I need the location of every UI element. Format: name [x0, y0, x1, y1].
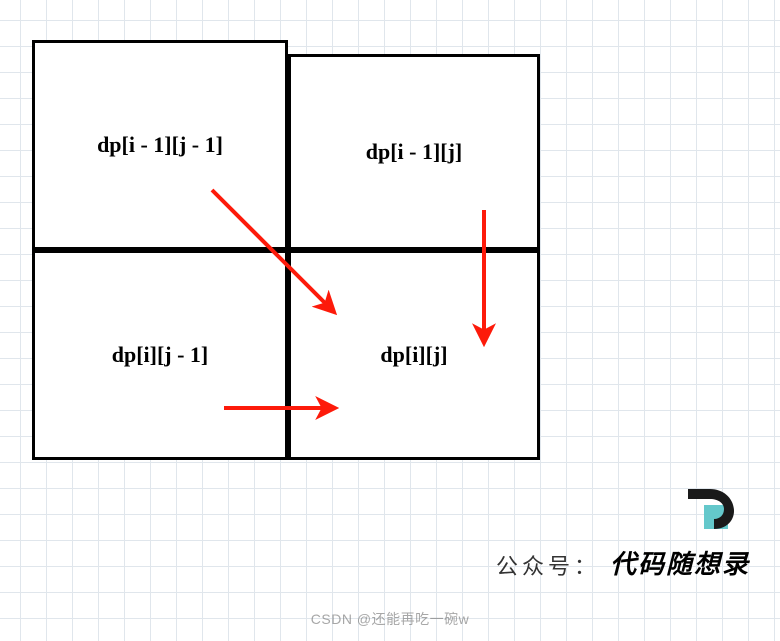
brand-logo [684, 487, 740, 536]
dp-diagram: dp[i - 1][j - 1] dp[i - 1][j] dp[i][j - … [32, 40, 542, 460]
cell-label: dp[i - 1][j] [358, 139, 471, 165]
cell-bottom-left: dp[i][j - 1] [32, 250, 288, 460]
branding: 公众号： 代码随想录 [496, 544, 750, 581]
brand-name: 代码随想录 [610, 544, 750, 581]
cell-label: dp[i][j] [372, 342, 455, 368]
cell-label: dp[i][j - 1] [104, 342, 217, 368]
cell-label: dp[i - 1][j - 1] [89, 132, 231, 158]
cell-top-left: dp[i - 1][j - 1] [32, 40, 288, 250]
brand-label: 公众号： [496, 549, 600, 581]
watermark: CSDN @还能再吃一碗w [0, 609, 780, 629]
cell-top-right: dp[i - 1][j] [288, 54, 540, 250]
cell-bottom-right: dp[i][j] [288, 250, 540, 460]
